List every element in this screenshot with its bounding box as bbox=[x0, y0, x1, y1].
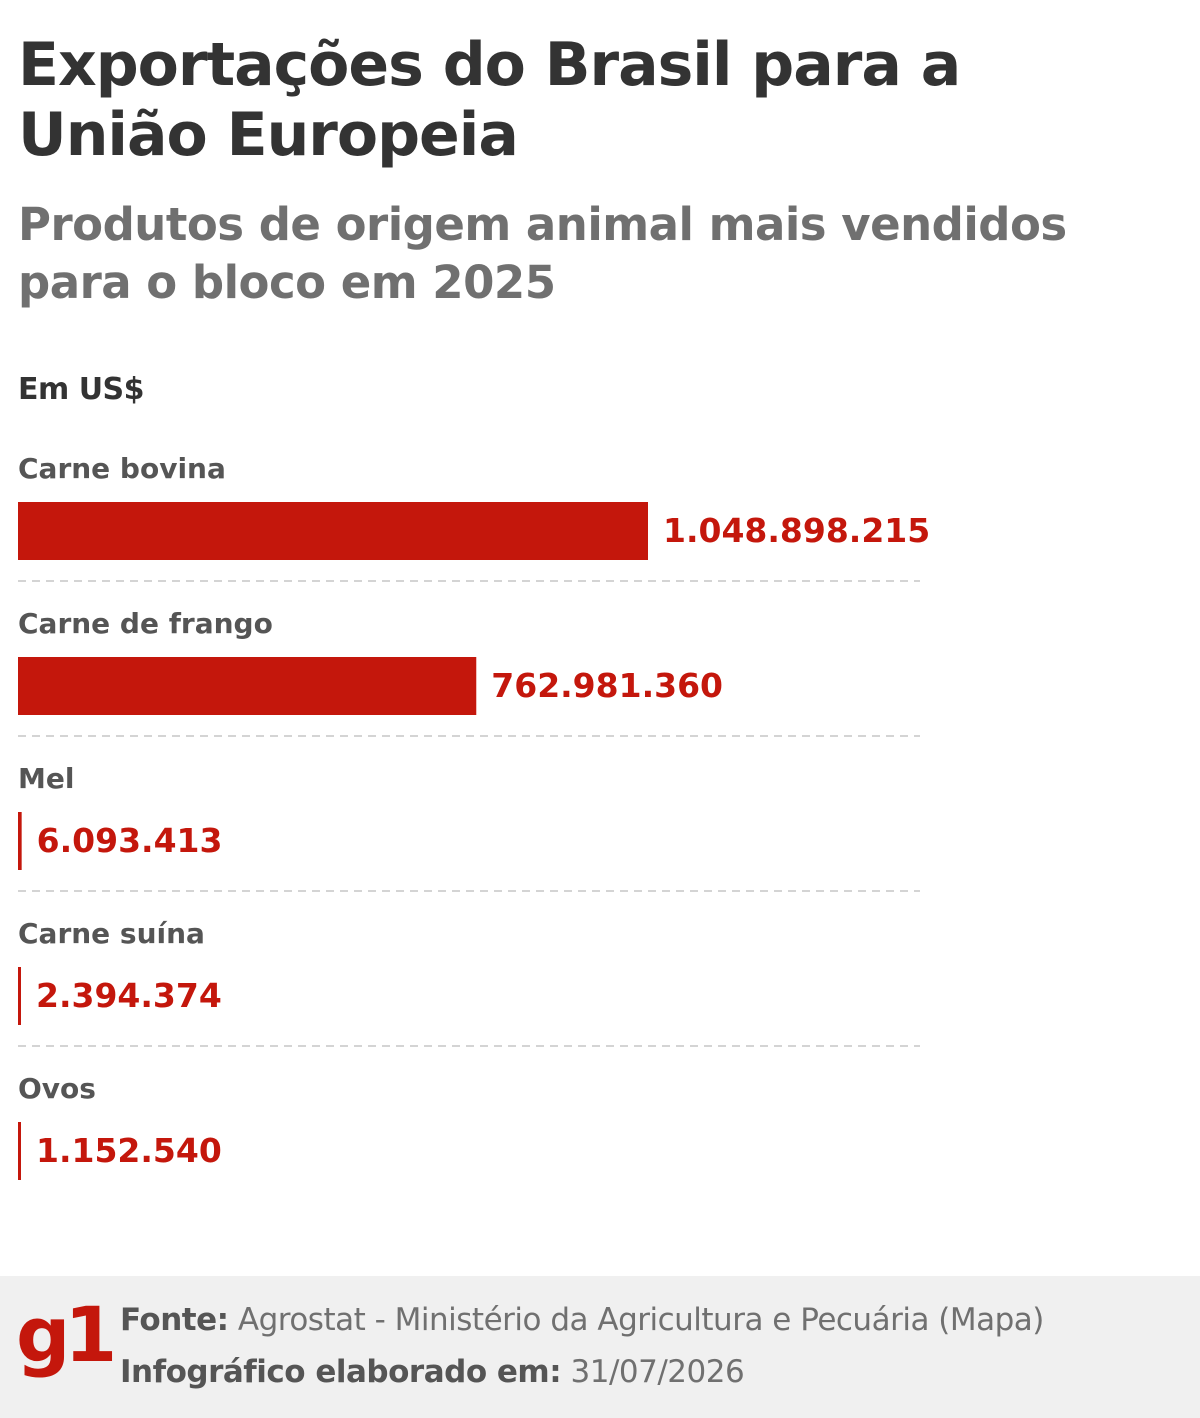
bar bbox=[18, 502, 648, 560]
value-label: 762.981.360 bbox=[491, 666, 723, 705]
bar bbox=[18, 657, 477, 715]
chart-subtitle: Produtos de origem animal mais vendidos … bbox=[18, 198, 1067, 309]
value-label: 1.152.540 bbox=[36, 1131, 222, 1170]
value-label: 2.394.374 bbox=[36, 976, 222, 1015]
bar bbox=[18, 967, 21, 1025]
category-label: Carne de frango bbox=[18, 607, 273, 640]
date-line: Infográfico elaborado em: 31/07/2026 bbox=[120, 1354, 745, 1390]
g1-logo: g1 bbox=[16, 1290, 117, 1379]
category-label: Mel bbox=[18, 762, 74, 795]
date-label: Infográfico elaborado em: bbox=[120, 1354, 562, 1390]
date-text: 31/07/2026 bbox=[570, 1354, 745, 1390]
category-label: Carne bovina bbox=[18, 452, 226, 485]
category-label: Ovos bbox=[18, 1072, 96, 1105]
source-label: Fonte: bbox=[120, 1302, 229, 1338]
category-label: Carne suína bbox=[18, 917, 205, 950]
chart-title: Exportações do Brasil para a União Europ… bbox=[18, 30, 961, 170]
bar-chart-svg: Carne bovina 1.048.898.215 Carne de frango… bbox=[18, 452, 930, 1180]
bar-chart: Carne bovina 1.048.898.215 Carne de frango… bbox=[0, 440, 1200, 1200]
bar bbox=[18, 812, 22, 870]
bar bbox=[18, 1122, 21, 1180]
source-text: Agrostat - Ministério da Agricultura e P… bbox=[237, 1302, 1045, 1338]
source-line: Fonte: Agrostat - Ministério da Agricult… bbox=[120, 1302, 1044, 1338]
value-label: 1.048.898.215 bbox=[663, 511, 930, 550]
footer: g1 Fonte: Agrostat - Ministério da Agric… bbox=[0, 1276, 1200, 1418]
value-label: 6.093.413 bbox=[37, 821, 223, 860]
unit-label: Em US$ bbox=[18, 372, 145, 407]
